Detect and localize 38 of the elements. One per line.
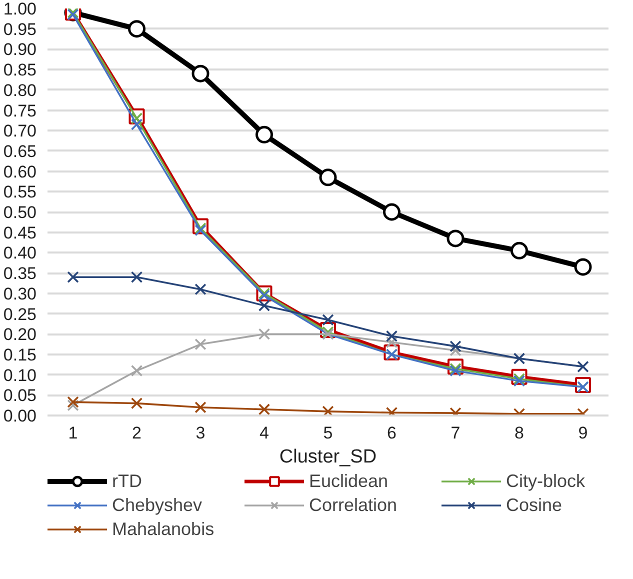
y-tick-label: 0.60	[3, 162, 37, 182]
legend-label: Euclidean	[309, 470, 390, 492]
x-tick-label: 2	[132, 424, 142, 442]
legend-label: Correlation	[309, 494, 398, 516]
y-tick-label: 0.80	[3, 80, 37, 100]
legend-label: Mahalanobis	[112, 518, 216, 540]
x-tick-label: 5	[323, 424, 333, 442]
x-tick-label: 9	[578, 424, 588, 442]
x-axis-title: Cluster_SD	[279, 446, 377, 468]
y-tick-label: 0.15	[3, 345, 37, 364]
y-tick-label: 1.00	[3, 0, 37, 18]
x-tick-label: 1	[68, 424, 78, 442]
y-tick-label: 0.90	[3, 40, 37, 60]
y-tick-label: 0.10	[3, 366, 37, 385]
x-tick-label: 3	[196, 424, 206, 442]
y-tick-label: 0.05	[3, 386, 37, 406]
y-tick-label: 0.75	[3, 101, 37, 120]
x-tick-label: 8	[514, 424, 524, 442]
y-tick-label: 0.40	[3, 244, 37, 263]
legend-label: rTD	[112, 470, 143, 492]
y-tick-label: 0.55	[3, 182, 37, 202]
y-tick-label: 0.95	[3, 20, 37, 39]
y-tick-label: 0.00	[3, 406, 37, 426]
x-tick-label: 6	[387, 424, 396, 442]
legend-label: City-block	[506, 470, 586, 492]
y-tick-label: 0.50	[3, 203, 37, 222]
y-tick-label: 0.85	[3, 60, 37, 80]
x-tick-label: 4	[260, 424, 269, 442]
legend-label: Cosine	[506, 494, 564, 516]
y-tick-label: 0.25	[3, 304, 37, 324]
y-tick-label: 0.65	[3, 142, 37, 161]
y-tick-label: 0.30	[3, 284, 37, 304]
x-tick-label: 7	[450, 424, 460, 442]
y-tick-label: 0.20	[3, 325, 37, 344]
y-tick-label: 0.35	[3, 264, 37, 284]
y-tick-label: 0.45	[3, 223, 37, 242]
y-tick-label: 0.70	[3, 122, 37, 141]
legend-label: Chebyshev	[112, 494, 204, 516]
